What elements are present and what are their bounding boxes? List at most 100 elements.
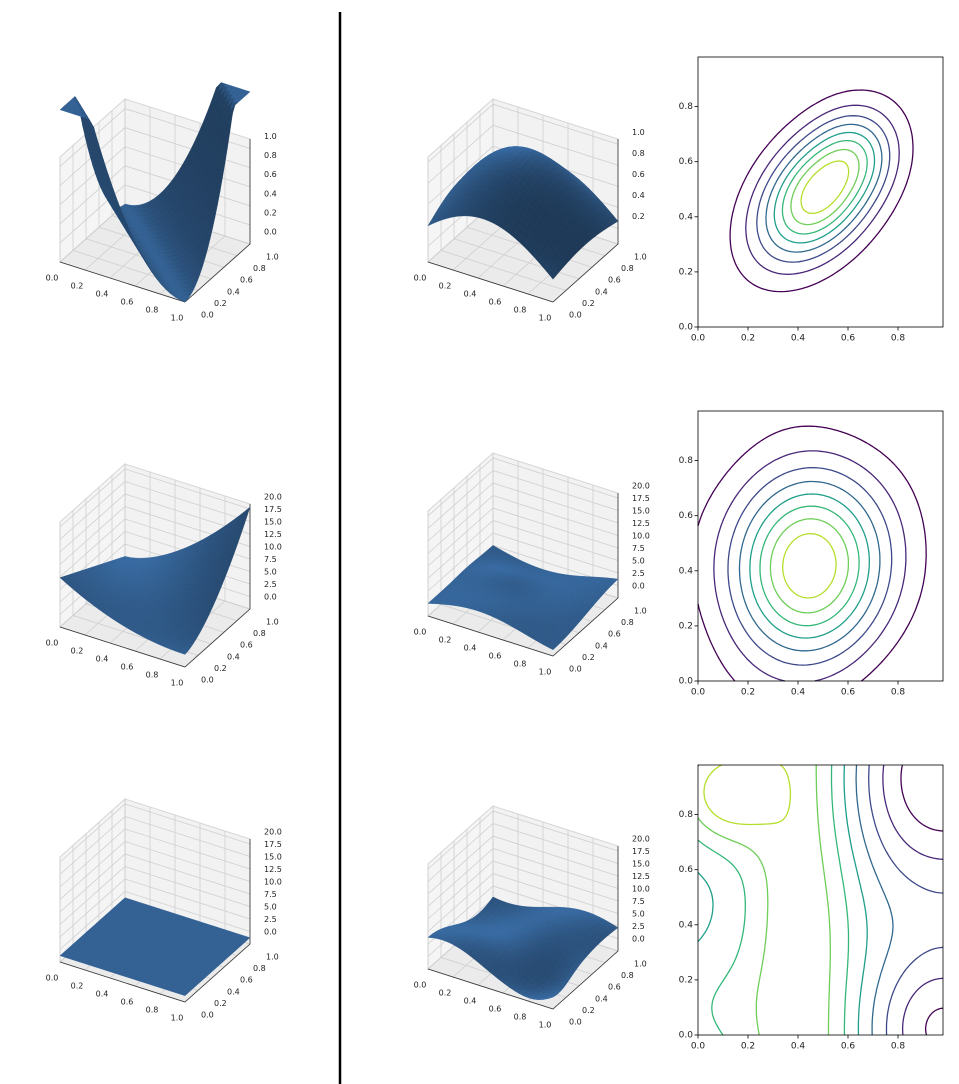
z-tick-label: 12.5 xyxy=(632,872,650,881)
x-tick-label: 1.0 xyxy=(171,679,184,688)
z-tick-label: 2.5 xyxy=(632,569,645,578)
x-tick-label: 0.0 xyxy=(414,981,427,990)
contour-line xyxy=(781,139,868,235)
x-tick-label: 0.2 xyxy=(741,334,755,344)
contour-line xyxy=(697,764,831,1036)
z-tick-label: 12.5 xyxy=(264,865,282,874)
y-tick-label: 0.8 xyxy=(621,264,634,273)
y-tick-label: 0.2 xyxy=(679,267,693,277)
x-tick-label: 0.8 xyxy=(891,1042,906,1052)
y-tick-label: 1.0 xyxy=(634,253,647,262)
z-tick-label: 0.0 xyxy=(264,593,277,602)
x-tick-label: 0.8 xyxy=(891,334,906,344)
z-tick-label: 20.0 xyxy=(264,828,282,837)
y-tick-label: 0.8 xyxy=(253,264,266,273)
x-tick-label: 0.0 xyxy=(46,639,59,648)
contour-line xyxy=(773,131,876,244)
x-tick-label: 1.0 xyxy=(539,314,552,323)
contour-line xyxy=(745,104,900,275)
z-tick-label: 20.0 xyxy=(632,482,650,491)
z-tick-label: 17.5 xyxy=(264,840,282,849)
x-tick-label: 0.6 xyxy=(841,334,856,344)
axis-line xyxy=(59,626,186,668)
y-tick-label: 0.4 xyxy=(227,987,240,996)
z-tick-label: 5.0 xyxy=(632,557,645,566)
x-tick-label: 0.0 xyxy=(414,628,427,637)
plot-frame xyxy=(697,56,944,328)
contour-line xyxy=(756,115,891,263)
x-tick-label: 0.6 xyxy=(841,1042,856,1052)
x-tick-label: 0.4 xyxy=(464,644,477,653)
contour-line xyxy=(697,764,850,1036)
y-tick-label: 0.0 xyxy=(201,676,214,685)
x-tick-label: 0.8 xyxy=(514,306,527,315)
x-tick-label: 0.2 xyxy=(439,989,452,998)
z-tick-label: 0.2 xyxy=(632,212,645,221)
contour-line xyxy=(868,764,944,1036)
y-tick-label: 0.2 xyxy=(214,999,227,1008)
y-tick-label: 0.0 xyxy=(569,311,582,320)
y-tick-label: 0.2 xyxy=(582,299,595,308)
x-tick-label: 0.4 xyxy=(96,990,109,999)
x-tick-label: 0.4 xyxy=(791,334,806,344)
y-tick-label: 1.0 xyxy=(634,960,647,969)
x-tick-label: 0.6 xyxy=(121,663,134,672)
z-tick-label: 0.8 xyxy=(264,151,277,160)
y-tick-label: 1.0 xyxy=(266,953,279,962)
y-tick-label: 0.4 xyxy=(595,641,608,650)
x-tick-label: 0.2 xyxy=(439,636,452,645)
grid-line xyxy=(427,103,619,163)
y-tick-label: 0.2 xyxy=(679,621,693,631)
y-tick-label: 0.8 xyxy=(679,456,694,466)
y-tick-label: 0.8 xyxy=(621,618,634,627)
contour-line xyxy=(782,532,837,599)
z-tick-label: 10.0 xyxy=(632,885,650,894)
z-tick-label: 5.0 xyxy=(632,910,645,919)
x-tick-label: 0.6 xyxy=(489,298,502,307)
y-tick-label: 1.0 xyxy=(634,607,647,616)
z-tick-label: 0.4 xyxy=(632,191,645,200)
z-tick-label: 15.0 xyxy=(632,507,650,516)
axis-line xyxy=(59,261,186,303)
z-tick-label: 12.5 xyxy=(264,530,282,539)
y-tick-label: 0.0 xyxy=(569,665,582,674)
x-tick-label: 0.4 xyxy=(791,688,806,698)
y-tick-label: 0.4 xyxy=(679,920,694,930)
z-tick-label: 2.5 xyxy=(264,915,277,924)
x-tick-label: 1.0 xyxy=(171,314,184,323)
x-tick-label: 0.4 xyxy=(96,290,109,299)
contour-line xyxy=(790,148,860,226)
x-tick-label: 0.0 xyxy=(691,688,706,698)
y-tick-label: 0.0 xyxy=(679,323,694,333)
y-tick-label: 1.0 xyxy=(266,253,279,262)
z-tick-label: 0.6 xyxy=(632,170,645,179)
x-tick-label: 1.0 xyxy=(171,1014,184,1023)
y-tick-label: 0.6 xyxy=(608,276,621,285)
contour-line xyxy=(727,467,893,666)
x-tick-label: 1.0 xyxy=(539,1021,552,1030)
axis-line xyxy=(427,261,554,303)
z-tick-label: 1.0 xyxy=(632,128,645,137)
y-tick-label: 0.0 xyxy=(569,1018,582,1027)
grid-line xyxy=(453,133,580,280)
x-tick-label: 0.6 xyxy=(121,298,134,307)
y-tick-label: 0.8 xyxy=(679,102,694,112)
x-tick-label: 0.2 xyxy=(741,1042,755,1052)
y-tick-label: 0.8 xyxy=(621,971,634,980)
grid-line xyxy=(427,124,619,184)
y-tick-label: 0.2 xyxy=(679,975,693,985)
x-tick-label: 0.0 xyxy=(414,274,427,283)
z-tick-label: 7.5 xyxy=(632,897,645,906)
z-tick-label: 0.6 xyxy=(264,170,277,179)
z-tick-label: 1.0 xyxy=(264,132,277,141)
axis-line xyxy=(184,243,251,303)
z-tick-label: 10.0 xyxy=(264,878,282,887)
grid-line xyxy=(59,468,251,528)
z-tick-label: 7.5 xyxy=(264,890,277,899)
x-tick-label: 0.4 xyxy=(464,997,477,1006)
x-tick-label: 0.0 xyxy=(46,974,59,983)
z-tick-label: 0.0 xyxy=(632,935,645,944)
z-tick-label: 15.0 xyxy=(264,853,282,862)
contour-line xyxy=(759,505,860,627)
